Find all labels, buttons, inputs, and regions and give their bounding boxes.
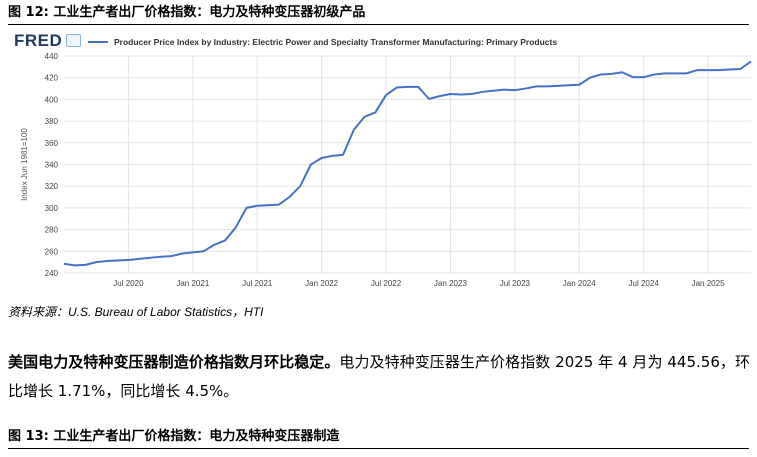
summary-lead: 美国电力及特种变压器制造价格指数月环比稳定。 [8, 353, 340, 371]
series-line [63, 60, 752, 267]
y-tick-label: 440 [45, 52, 59, 61]
y-tick-label: 380 [45, 117, 59, 126]
figure-13-title: 图 13: 工业生产者出厂价格指数：电力及特种变压器制造 [8, 428, 749, 449]
x-tick-label: Jul 2020 [113, 279, 144, 288]
y-tick-label: 300 [45, 204, 59, 213]
y-tick-label: 260 [45, 247, 59, 256]
x-tick-label: Jan 2021 [176, 279, 209, 288]
y-tick-label: 280 [45, 226, 59, 235]
x-tick-label: Jan 2022 [305, 279, 338, 288]
y-tick-label: 360 [45, 139, 59, 148]
y-axis-label: Index Jun 1981=100 [20, 128, 29, 201]
legend-swatch [88, 41, 108, 43]
x-tick-label: Jul 2021 [242, 279, 273, 288]
fred-logo: FRED [14, 31, 63, 50]
x-tick-label: Jul 2023 [500, 279, 531, 288]
line-chart-svg: 240 260 280 300 320 340 360 380 400 420 440 Jul 202… [20, 52, 752, 288]
chart-icon [66, 34, 81, 47]
y-tick-label: 400 [45, 95, 59, 104]
x-tick-label: Jan 2023 [434, 279, 467, 288]
figure-12-title: 图 12: 工业生产者出厂价格指数：电力及特种变压器初级产品 [8, 4, 749, 25]
y-tick-label: 340 [45, 161, 59, 170]
y-tick-label: 320 [45, 182, 59, 191]
summary-paragraph: 美国电力及特种变压器制造价格指数月环比稳定。电力及特种变压器生产价格指数 202… [8, 348, 750, 406]
x-tick-label: Jul 2022 [371, 279, 402, 288]
x-tick-label: Jan 2024 [563, 279, 596, 288]
fred-chart: 240 260 280 300 320 340 360 380 400 420 440 Jul 202… [8, 28, 752, 298]
legend-label: Producer Price Index by Industry: Electr… [114, 37, 558, 47]
x-tick-label: Jan 2025 [692, 279, 725, 288]
source-note: 资料来源：U.S. Bureau of Labor Statistics，HTI [8, 305, 264, 319]
x-tick-label: Jul 2024 [629, 279, 660, 288]
y-tick-label: 240 [45, 269, 59, 278]
summary-body: 电力及特种变压器生产价格指数 2025 年 4 月为 445.56，环比增长 1… [8, 353, 750, 400]
chart-legend: Producer Price Index by Industry: Electr… [88, 37, 557, 47]
y-tick-label: 420 [45, 74, 59, 83]
